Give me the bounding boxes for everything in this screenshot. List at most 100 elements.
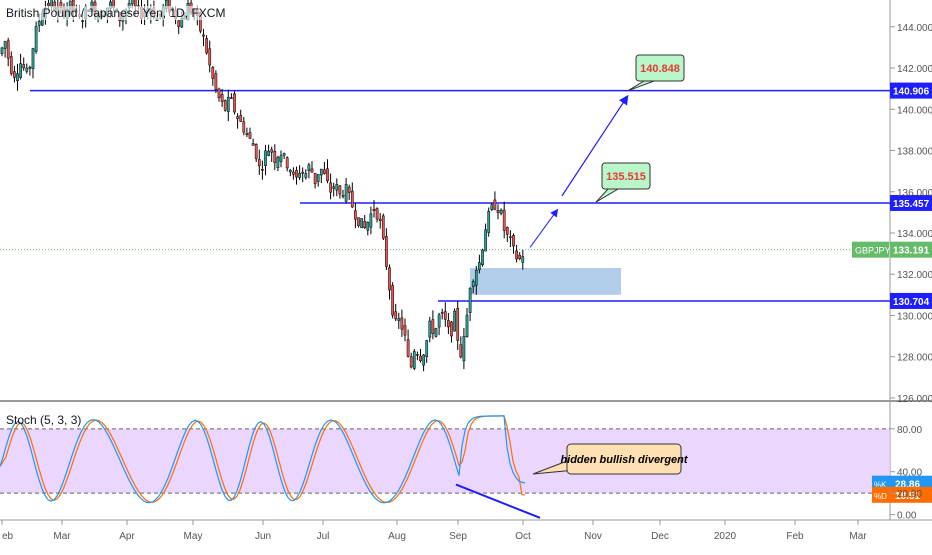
- candle-body: [239, 115, 243, 122]
- target-callout-box: [635, 54, 685, 82]
- time-tick-label: Jun: [255, 531, 271, 542]
- candle-body: [270, 149, 274, 153]
- candle-body: [431, 319, 435, 334]
- candle-body: [279, 155, 283, 162]
- candle-body: [208, 48, 212, 66]
- divergence-callout-box: [566, 443, 682, 475]
- axes: 126.000 128.000 130.000 132.000 134.000 136.0…: [1, 23, 932, 542]
- stoch-d-value-box: [890, 486, 932, 503]
- candle-body: [468, 288, 472, 313]
- stoch-d-tag-box: [872, 486, 890, 503]
- price-tick-label: 142.000: [897, 64, 932, 75]
- candle-body: [369, 213, 373, 228]
- target-callout-box: [601, 162, 651, 190]
- candle-body: [344, 184, 348, 202]
- stoch-band-group: [0, 428, 890, 494]
- time-tick-label: Nov: [584, 531, 602, 542]
- target-callout-text: 140.848: [640, 63, 680, 75]
- candle-body: [440, 312, 444, 314]
- candle-body: [471, 281, 475, 287]
- candle-body: [217, 88, 221, 98]
- level-price-label-box: [890, 292, 932, 309]
- candle-body: [254, 143, 258, 160]
- candle-body: [304, 173, 308, 178]
- time-tick-label: May: [184, 531, 203, 542]
- stoch-k-line: [0, 415, 526, 504]
- level-price-label-box: [890, 82, 932, 99]
- stoch-title: Stoch (5, 3, 3): [6, 413, 82, 427]
- candle-body: [329, 182, 332, 193]
- candle-body: [248, 132, 252, 139]
- stoch-d-tag: %D: [874, 492, 887, 501]
- candle-body: [177, 20, 181, 27]
- time-tick-label: 2020: [714, 531, 737, 542]
- candle-body: [288, 169, 292, 173]
- time-tick-label: Mar: [53, 531, 71, 542]
- candle-body: [354, 210, 357, 220]
- candle-body: [285, 157, 289, 169]
- candle-body: [326, 168, 329, 182]
- candle-body: [0, 47, 4, 54]
- candle-body: [388, 267, 391, 291]
- candle-body: [295, 170, 298, 178]
- candle-body: [251, 143, 255, 146]
- candle-body: [493, 199, 497, 210]
- symbol-tag: GBPJPY: [855, 246, 891, 256]
- candle-body: [360, 218, 363, 229]
- level-price-label-box: [890, 194, 932, 211]
- stoch-band: [0, 428, 890, 494]
- candle-body: [512, 234, 515, 247]
- candle-body: [478, 262, 481, 270]
- candle-body: [130, 0, 134, 5]
- candle-body: [350, 190, 354, 208]
- chart-title: British Pound / Japanese Yen, 1D, FXCM: [6, 6, 226, 20]
- candle-body: [316, 174, 320, 182]
- candle-body: [47, 2, 50, 7]
- symbol-tag-box: [852, 241, 889, 258]
- candle-body: [406, 339, 410, 357]
- horizontal-levels: [0, 89, 890, 302]
- candle-body: [223, 100, 227, 111]
- candle-body: [261, 169, 264, 171]
- stoch-k-value: 28.86: [895, 480, 920, 491]
- candle-body: [409, 356, 413, 368]
- candle-body: [310, 168, 314, 173]
- candle-body: [394, 311, 398, 320]
- candle-body: [276, 156, 280, 168]
- price-pane[interactable]: [0, 0, 890, 400]
- time-tick-label: Sep: [449, 531, 467, 542]
- candle-body: [378, 218, 382, 221]
- candle-body: [211, 67, 215, 79]
- candle-body: [428, 320, 432, 338]
- candle-body: [245, 133, 249, 136]
- candle-body: [16, 73, 19, 82]
- candle-body: [19, 63, 22, 78]
- price-tick-label: 138.000: [897, 147, 932, 158]
- candle-body: [515, 250, 518, 260]
- candle-body: [505, 227, 509, 235]
- current-price-label-box: [890, 241, 932, 258]
- candle-body: [391, 285, 394, 316]
- candle-body: [422, 354, 425, 366]
- candle-body: [366, 222, 370, 231]
- price-tick-label: 134.000: [897, 229, 932, 240]
- demand-zone: [470, 268, 621, 295]
- candle-body: [341, 195, 345, 197]
- time-tick-label: Jul: [317, 531, 330, 542]
- current-price-label: 133.191: [893, 246, 930, 257]
- candle-body: [484, 229, 487, 252]
- stoch-d-value: 18.51: [895, 491, 920, 502]
- candle-body: [335, 184, 339, 191]
- small-projection-arrow: [529, 208, 559, 248]
- candle-body: [28, 66, 32, 69]
- time-tick-label: Mar: [849, 531, 867, 542]
- candle-body: [13, 71, 16, 78]
- price-tick-label: 128.000: [897, 353, 932, 364]
- candle-body: [257, 159, 261, 167]
- stoch-tick-label: 0.00: [897, 511, 917, 522]
- level-price-label: 130.704: [893, 297, 930, 308]
- candle-body: [490, 204, 494, 210]
- candle-body: [496, 210, 500, 213]
